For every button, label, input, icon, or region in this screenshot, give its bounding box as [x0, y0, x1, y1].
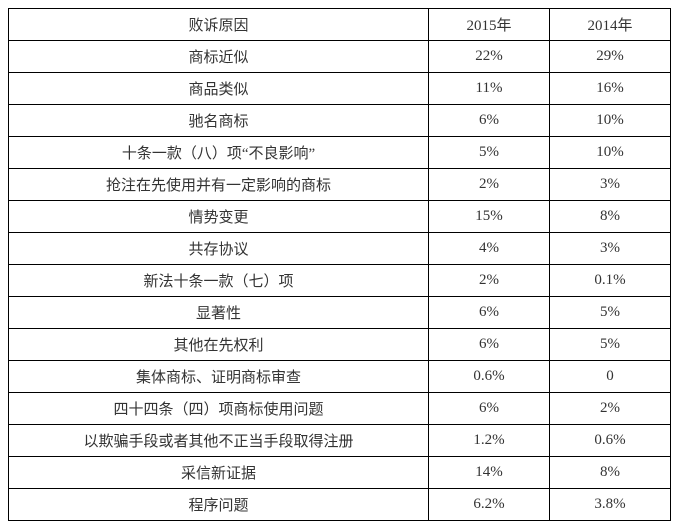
table-body: 败诉原因 2015年 2014年 商标近似 22% 29% 商品类似 11% 1… [9, 9, 671, 521]
cell-2015: 11% [429, 73, 550, 105]
cell-2015: 6% [429, 105, 550, 137]
cell-reason: 十条一款（八）项“不良影响” [9, 137, 429, 169]
cell-reason: 其他在先权利 [9, 329, 429, 361]
cell-2014: 5% [550, 329, 671, 361]
cell-2015: 0.6% [429, 361, 550, 393]
cell-reason: 商品类似 [9, 73, 429, 105]
cell-reason: 四十四条（四）项商标使用问题 [9, 393, 429, 425]
table-row: 采信新证据 14% 8% [9, 457, 671, 489]
cell-reason: 程序问题 [9, 489, 429, 521]
cell-2015: 6.2% [429, 489, 550, 521]
cell-2015: 6% [429, 393, 550, 425]
cell-2014: 0 [550, 361, 671, 393]
cell-2014: 3% [550, 233, 671, 265]
cell-2014: 0.6% [550, 425, 671, 457]
table-row: 抢注在先使用并有一定影响的商标 2% 3% [9, 169, 671, 201]
cell-2014: 16% [550, 73, 671, 105]
header-2014: 2014年 [550, 9, 671, 41]
table-row: 四十四条（四）项商标使用问题 6% 2% [9, 393, 671, 425]
cell-2015: 14% [429, 457, 550, 489]
table-row: 商品类似 11% 16% [9, 73, 671, 105]
cell-2015: 2% [429, 169, 550, 201]
cell-2014: 5% [550, 297, 671, 329]
cell-2015: 5% [429, 137, 550, 169]
cell-reason: 共存协议 [9, 233, 429, 265]
table-row: 程序问题 6.2% 3.8% [9, 489, 671, 521]
cell-reason: 新法十条一款（七）项 [9, 265, 429, 297]
cell-reason: 商标近似 [9, 41, 429, 73]
cell-reason: 抢注在先使用并有一定影响的商标 [9, 169, 429, 201]
cell-reason: 采信新证据 [9, 457, 429, 489]
table-header-row: 败诉原因 2015年 2014年 [9, 9, 671, 41]
table-row: 集体商标、证明商标审查 0.6% 0 [9, 361, 671, 393]
cell-2014: 10% [550, 105, 671, 137]
cell-reason: 驰名商标 [9, 105, 429, 137]
table-row: 新法十条一款（七）项 2% 0.1% [9, 265, 671, 297]
cell-2015: 6% [429, 297, 550, 329]
table-row: 情势变更 15% 8% [9, 201, 671, 233]
table-row: 商标近似 22% 29% [9, 41, 671, 73]
cell-2014: 8% [550, 201, 671, 233]
table-row: 以欺骗手段或者其他不正当手段取得注册 1.2% 0.6% [9, 425, 671, 457]
cell-2015: 1.2% [429, 425, 550, 457]
table-row: 显著性 6% 5% [9, 297, 671, 329]
table-row: 十条一款（八）项“不良影响” 5% 10% [9, 137, 671, 169]
header-2015: 2015年 [429, 9, 550, 41]
cell-2014: 8% [550, 457, 671, 489]
cell-2014: 10% [550, 137, 671, 169]
cell-2014: 3% [550, 169, 671, 201]
cell-2015: 2% [429, 265, 550, 297]
cell-2015: 15% [429, 201, 550, 233]
cell-2015: 22% [429, 41, 550, 73]
cell-reason: 情势变更 [9, 201, 429, 233]
header-reason: 败诉原因 [9, 9, 429, 41]
cell-2015: 6% [429, 329, 550, 361]
table-row: 共存协议 4% 3% [9, 233, 671, 265]
loss-reason-table: 败诉原因 2015年 2014年 商标近似 22% 29% 商品类似 11% 1… [8, 8, 671, 521]
table-row: 驰名商标 6% 10% [9, 105, 671, 137]
cell-2014: 2% [550, 393, 671, 425]
cell-reason: 集体商标、证明商标审查 [9, 361, 429, 393]
cell-reason: 以欺骗手段或者其他不正当手段取得注册 [9, 425, 429, 457]
cell-2014: 29% [550, 41, 671, 73]
table-row: 其他在先权利 6% 5% [9, 329, 671, 361]
cell-reason: 显著性 [9, 297, 429, 329]
cell-2014: 3.8% [550, 489, 671, 521]
cell-2014: 0.1% [550, 265, 671, 297]
cell-2015: 4% [429, 233, 550, 265]
